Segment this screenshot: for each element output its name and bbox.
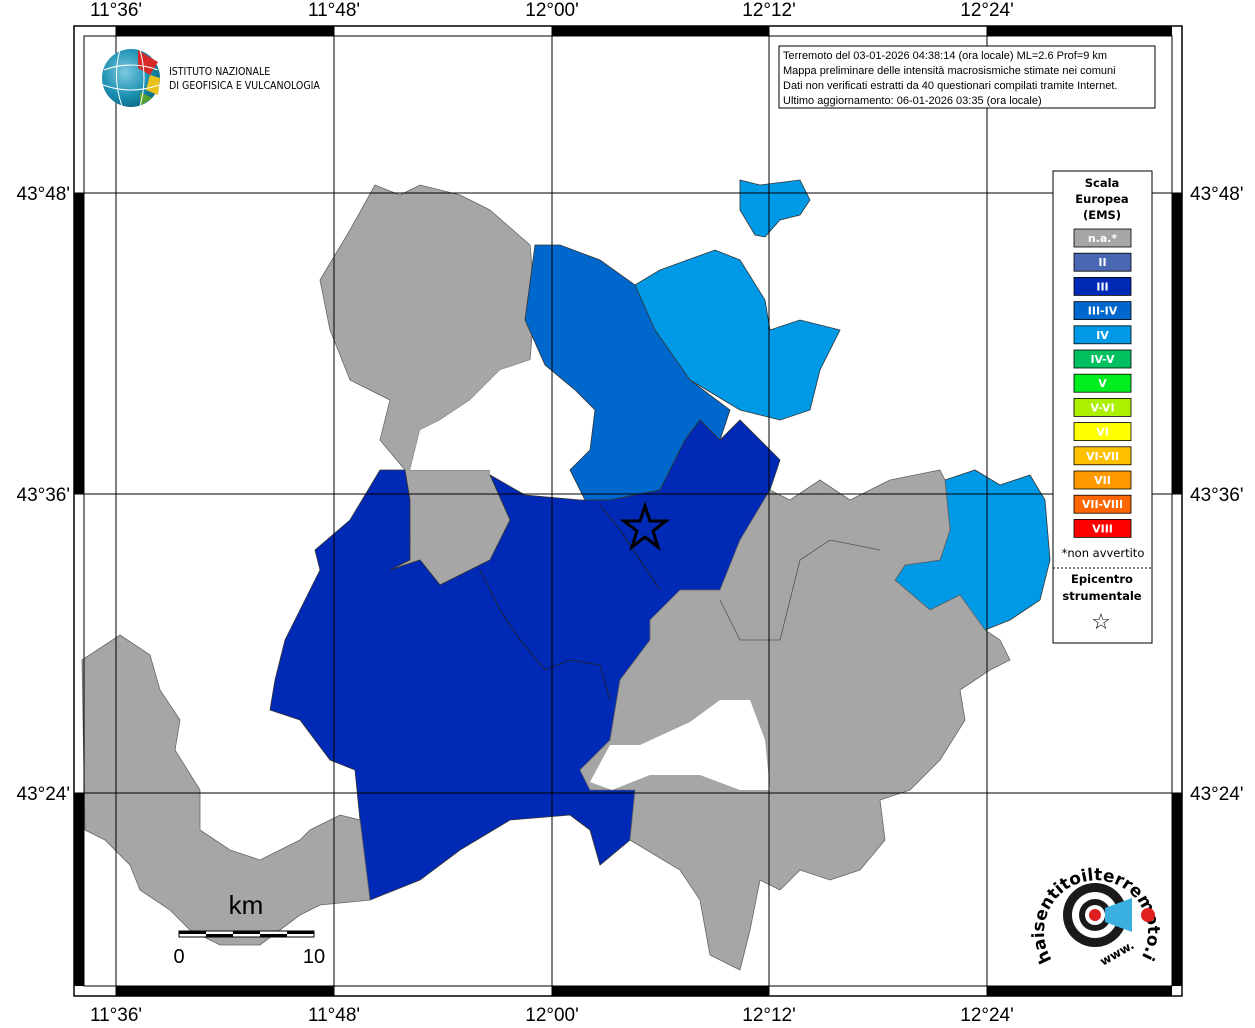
legend-epicenter: strumentale (1062, 589, 1141, 603)
region-empty (590, 700, 770, 790)
legend-swatch (1073, 470, 1132, 490)
regions (81, 179, 1051, 971)
legend-class: VI (1096, 426, 1109, 439)
lat-label: 43°24' (17, 784, 71, 805)
epicenter (619, 501, 671, 552)
legend-star: ☆ (1091, 610, 1111, 635)
lon-label: 12°24' (960, 0, 1014, 21)
info-line: Mappa preliminare delle intensità macros… (783, 65, 1116, 77)
info-line: Terremoto del 03-01-2026 04:38:14 (ora l… (783, 50, 1107, 62)
lon-label: 11°36' (90, 1005, 142, 1024)
boundary (599, 504, 661, 591)
legend-class: IV (1096, 329, 1109, 342)
region-empty (410, 360, 595, 500)
legend-class: IV-V (1090, 353, 1115, 366)
boundary (479, 569, 611, 701)
legend-class: VIII (1092, 522, 1113, 535)
scale-unit: km (229, 890, 264, 920)
legend-swatch (1073, 325, 1132, 345)
coordinate-labels: 11°36' 11°48' 12°00' 12°12' 12°24' 11°36… (17, 0, 1244, 1026)
lat-label: 43°24' (1190, 784, 1244, 805)
region-na (81, 634, 371, 946)
legend-title: (EMS) (1083, 208, 1121, 222)
region-iv (634, 249, 841, 421)
legend-swatch (1073, 301, 1132, 321)
info-line: Ultimo aggiornamento: 06-01-2026 03:35 (… (783, 95, 1042, 107)
legend-swatch (1073, 422, 1132, 442)
lon-label: 12°00' (525, 0, 579, 21)
lat-label: 43°36' (17, 485, 71, 506)
region-na (579, 469, 1011, 971)
boundary (719, 539, 881, 641)
legend-class: VII (1094, 474, 1111, 487)
legend-swatch (1073, 349, 1132, 369)
lat-label: 43°36' (1190, 485, 1244, 506)
frame (73, 25, 1183, 997)
legend-swatch (1073, 252, 1132, 272)
info-box: Terremoto del 03-01-2026 04:38:14 (ora l… (778, 45, 1156, 109)
lon-label: 12°24' (960, 1005, 1014, 1024)
ingv-logo: ISTITUTO NAZIONALE DI GEOFISICA E VULCAN… (102, 49, 320, 107)
legend-class: II (1098, 256, 1106, 269)
legend-class: VII-VIII (1082, 498, 1123, 511)
legend-class: III (1096, 280, 1108, 293)
lat-label: 43°48' (17, 184, 71, 205)
legend-class: VI-VII (1086, 450, 1119, 463)
legend-note: *non avvertito (1062, 546, 1145, 560)
logo-text: DI GEOFISICA E VULCANOLOGIA (169, 80, 320, 92)
lon-label: 11°48' (308, 0, 360, 21)
legend-epicenter: Epicentro (1071, 572, 1133, 586)
graticule (74, 26, 1182, 996)
logo-text: ISTITUTO NAZIONALE (169, 66, 270, 78)
scale-bar: km 0 10 (173, 890, 325, 968)
legend-swatch (1073, 228, 1132, 248)
legend-title: Europea (1075, 192, 1128, 206)
legend-swatch (1073, 276, 1132, 296)
lon-label: 11°48' (308, 1005, 360, 1024)
region-iv (739, 179, 811, 238)
legend-title: Scala (1085, 176, 1120, 190)
legend-class: V (1098, 377, 1107, 390)
legend-swatch (1073, 494, 1132, 514)
legend-class: V-VI (1090, 401, 1114, 414)
lon-label: 12°00' (525, 1005, 579, 1024)
legend: Scala Europea (EMS) *non avvertito Epice… (1052, 170, 1153, 644)
legend-swatch (1073, 373, 1132, 393)
lon-label: 11°36' (90, 0, 142, 21)
info-line: Dati non verificati estratti da 40 quest… (783, 80, 1117, 92)
legend-class: n.a.* (1088, 232, 1118, 245)
legend-swatch (1073, 446, 1132, 466)
legend-swatch (1073, 397, 1132, 417)
lon-label: 12°12' (742, 0, 796, 21)
legend-class: III-IV (1088, 305, 1118, 318)
scale-label: 0 (173, 946, 184, 968)
scale-label: 10 (303, 946, 325, 968)
lon-label: 12°12' (742, 1005, 796, 1024)
legend-swatch (1073, 519, 1132, 538)
lat-label: 43°48' (1190, 184, 1244, 205)
